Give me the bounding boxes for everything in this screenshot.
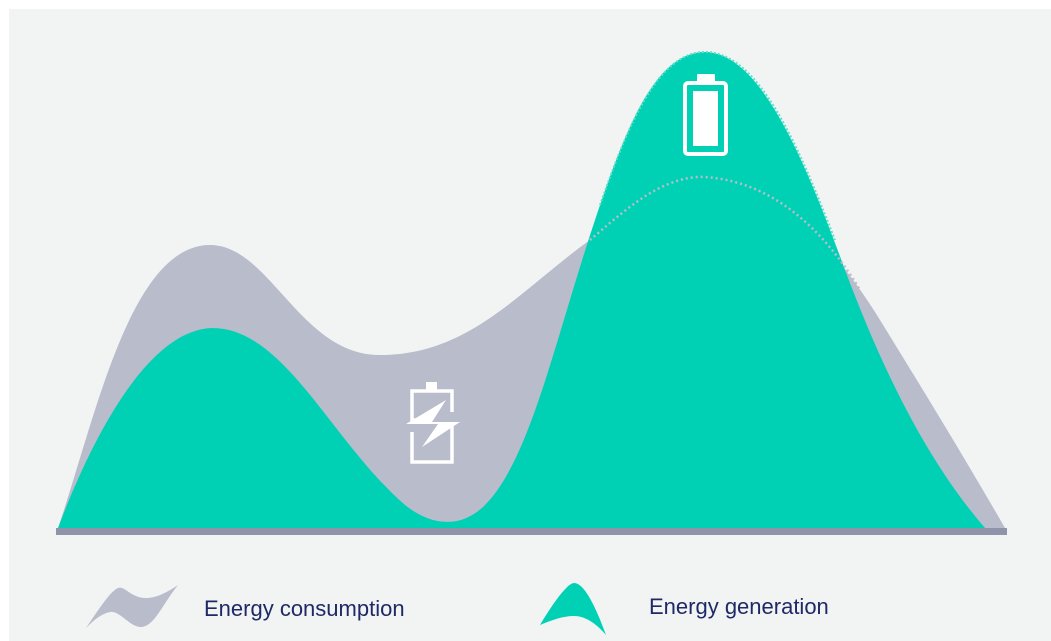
consumption-legend-swatch <box>86 585 178 628</box>
baseline <box>56 528 1007 535</box>
battery-full-icon <box>683 74 728 156</box>
generation-legend-label: Energy generation <box>649 594 829 619</box>
generation-peak-edge <box>599 50 836 241</box>
consumption-dotted-line <box>589 175 862 291</box>
battery-charging-icon <box>406 382 460 464</box>
consumption-legend-label: Energy consumption <box>204 596 405 621</box>
generation-area <box>58 52 985 528</box>
generation-legend-swatch <box>540 583 606 635</box>
